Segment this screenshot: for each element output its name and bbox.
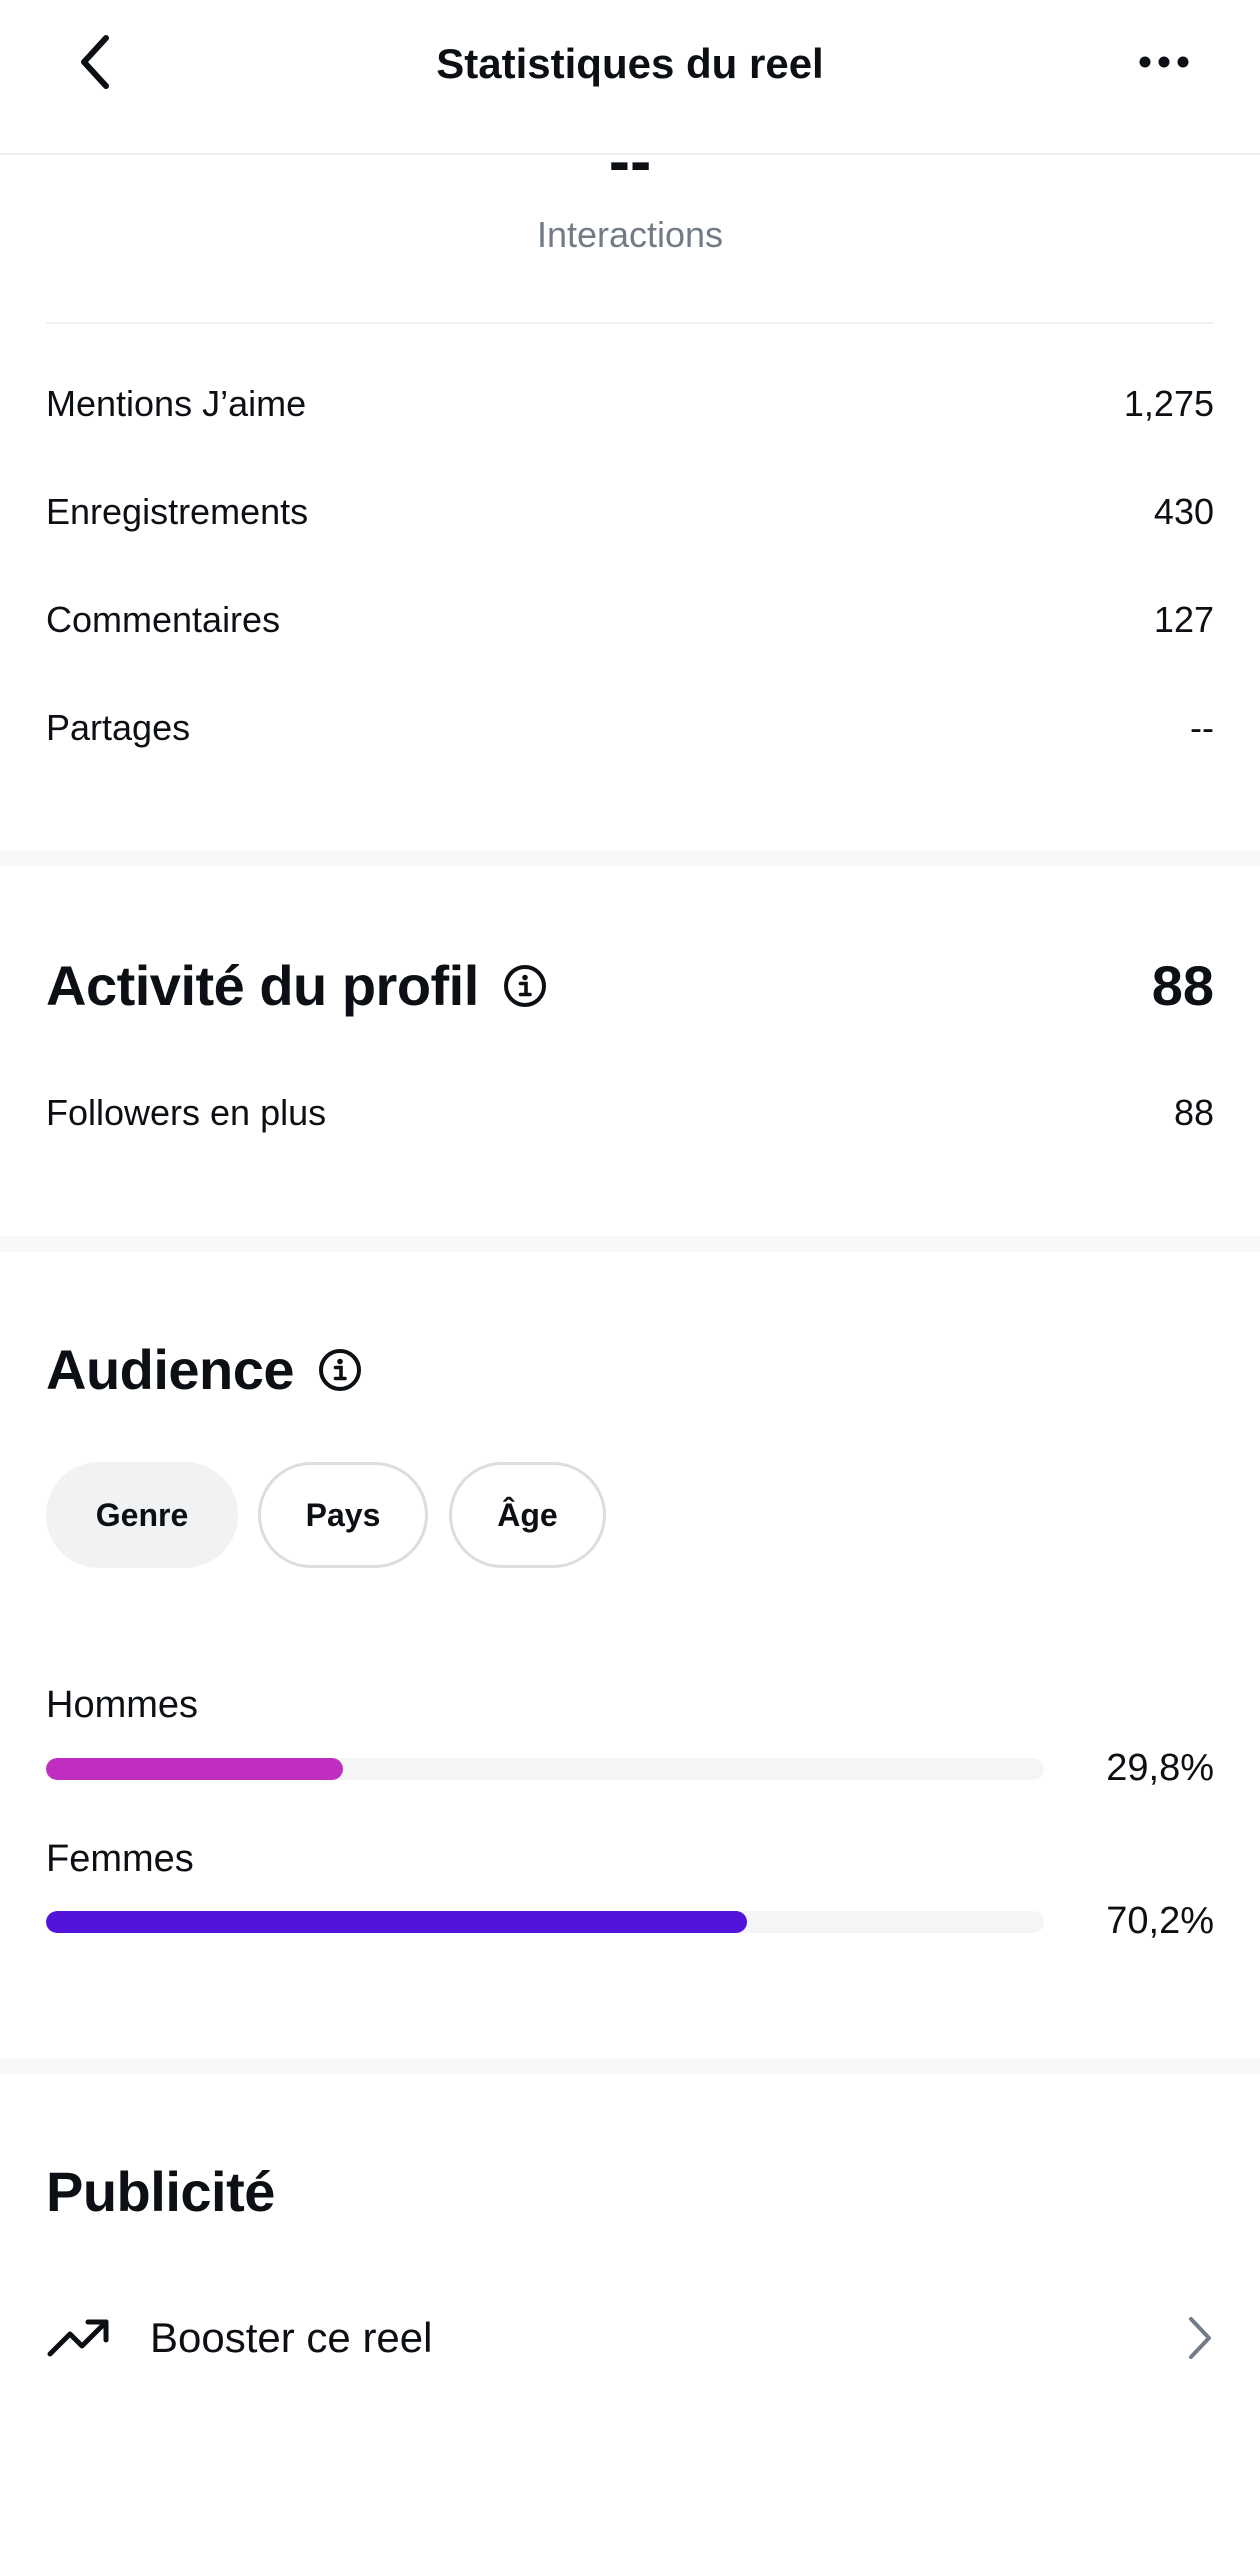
info-icon[interactable]	[318, 1348, 362, 1392]
section-title: Activité du profil	[46, 954, 479, 1017]
chevron-right-icon	[1166, 2314, 1214, 2362]
stat-row-saves: Enregistrements 430	[46, 482, 1214, 542]
bar-percent-women: 70,2%	[1106, 1900, 1214, 1942]
ads-heading: Publicité	[46, 2152, 275, 2232]
bar-percent-men: 29,8%	[1106, 1747, 1214, 1789]
stat-row-new-followers: Followers en plus 88	[46, 1083, 1214, 1143]
more-options-button[interactable]	[1128, 28, 1200, 100]
page-title: Statistiques du reel	[436, 40, 824, 87]
profile-activity-value: 88	[1151, 954, 1214, 1017]
stat-row-likes: Mentions J’aime 1,275	[46, 374, 1214, 434]
more-horizontal-icon	[1138, 55, 1190, 74]
filter-chip-pays[interactable]: Pays	[258, 1462, 428, 1568]
progress-bar-men	[46, 1758, 1044, 1780]
filter-chip-genre[interactable]: Genre	[46, 1462, 238, 1568]
section-separator	[0, 1236, 1260, 1252]
section-title: Publicité	[46, 2160, 275, 2223]
stat-label: Commentaires	[46, 599, 281, 640]
info-icon[interactable]	[503, 964, 547, 1008]
stat-label: Followers en plus	[46, 1092, 327, 1133]
progress-fill-men	[46, 1758, 344, 1780]
section-title: Audience	[46, 1338, 295, 1401]
bar-label-women: Femmes	[46, 1838, 194, 1880]
section-separator	[0, 2058, 1260, 2074]
stat-label: Partages	[46, 707, 191, 748]
top-bar: Statistiques du reel	[0, 0, 1260, 155]
boost-reel-label: Booster ce reel	[150, 2314, 433, 2361]
filter-chip-age[interactable]: Âge	[449, 1462, 606, 1568]
stat-value: 88	[1173, 1092, 1214, 1133]
stat-value: 430	[1153, 491, 1214, 532]
bar-label-men: Hommes	[46, 1684, 199, 1726]
interactions-label: Interactions	[536, 214, 724, 255]
chevron-left-icon	[76, 32, 116, 97]
stat-row-comments: Commentaires 127	[46, 590, 1214, 650]
back-button[interactable]	[60, 28, 132, 100]
stat-label: Enregistrements	[46, 491, 309, 532]
stat-value: --	[1190, 707, 1214, 748]
trending-up-icon	[46, 2305, 112, 2371]
progress-bar-women	[46, 1911, 1044, 1933]
stat-row-shares: Partages --	[46, 698, 1214, 758]
stat-label: Mentions J’aime	[46, 383, 307, 424]
boost-reel-button[interactable]: Booster ce reel	[46, 2298, 1214, 2378]
profile-activity-heading: Activité du profil	[46, 946, 547, 1026]
audience-heading: Audience	[46, 1330, 362, 1410]
progress-fill-women	[46, 1911, 747, 1933]
divider	[46, 322, 1214, 324]
stat-value: 127	[1153, 599, 1214, 640]
stat-value: 1,275	[1123, 383, 1214, 424]
section-separator	[0, 850, 1260, 866]
